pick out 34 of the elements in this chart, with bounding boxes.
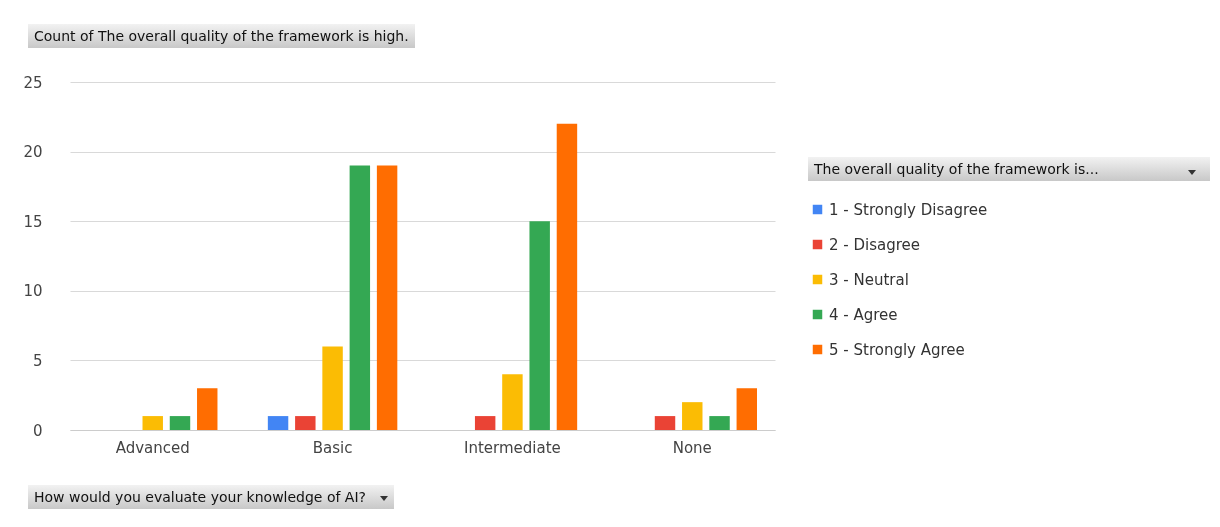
bar [736, 388, 758, 430]
x-tick-label: Basic [312, 438, 353, 457]
y-tick-label: 0 [32, 421, 43, 440]
bar [556, 123, 578, 430]
x-tick-label: Advanced [115, 438, 190, 457]
bar [502, 374, 523, 430]
legend-label: 3 - Neutral [829, 270, 909, 289]
legend-label: 2 - Disagree [829, 235, 921, 254]
x-tick-label: Intermediate [464, 438, 561, 457]
bar [682, 402, 703, 430]
bar [349, 165, 371, 430]
bar [267, 416, 289, 430]
bar [142, 416, 163, 430]
bar [169, 416, 191, 430]
y-tick-label: 20 [23, 143, 43, 162]
legend-title: The overall quality of the framework is... [814, 161, 1099, 177]
bar [529, 221, 550, 430]
y-tick-label: 5 [32, 351, 43, 370]
legend-label: 1 - Strongly Disagree [829, 200, 988, 219]
y-tick-label: 10 [23, 282, 43, 301]
y-tick-label: 15 [23, 212, 43, 231]
y-tick-label: 25 [23, 73, 43, 92]
bar [376, 165, 398, 430]
chart-title: Count of The overall quality of the framework is high. [34, 28, 409, 44]
bar [654, 416, 676, 430]
bar [322, 346, 343, 430]
legend-label: 4 - Agree [829, 305, 898, 324]
bar [295, 416, 316, 430]
x-axis-title: How would you evaluate your knowledge of AI? [34, 489, 367, 505]
legend-label: 5 - Strongly Agree [829, 340, 965, 359]
bar [709, 416, 730, 430]
x-tick-label: None [672, 438, 712, 457]
bar [197, 388, 218, 430]
bar [474, 416, 496, 430]
